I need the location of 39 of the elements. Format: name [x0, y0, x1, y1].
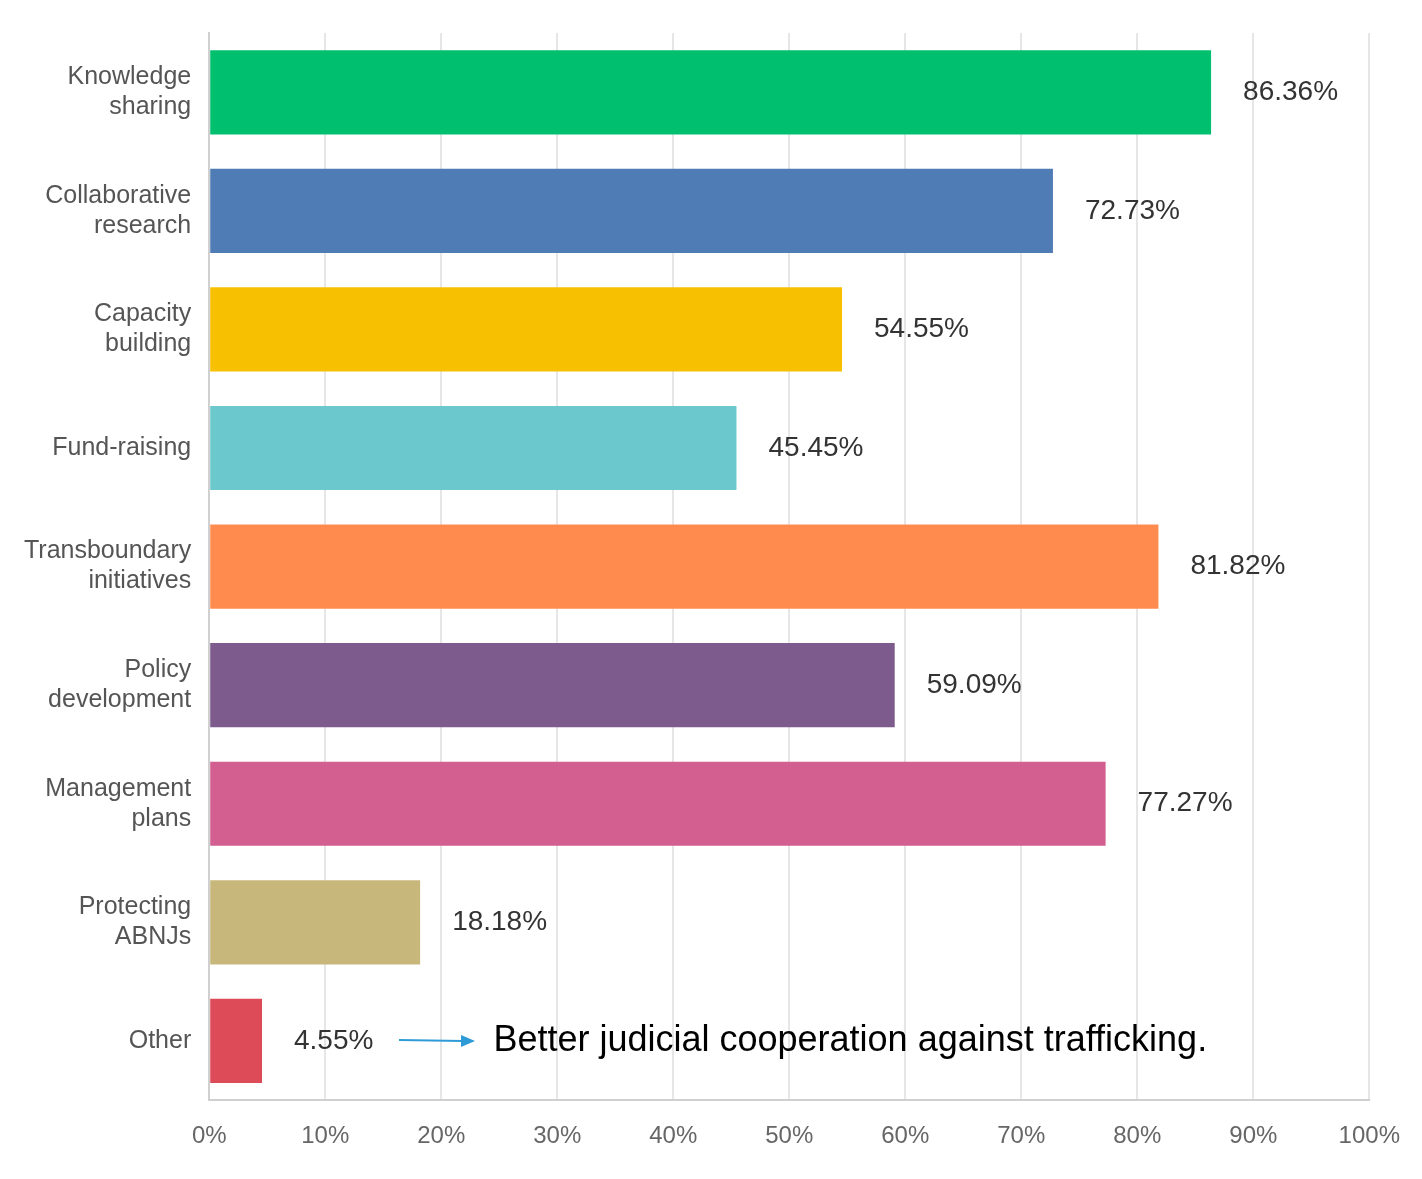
- x-tick-label: 50%: [765, 1121, 814, 1149]
- bar: [210, 50, 1212, 135]
- data-label: 86.36%: [1243, 75, 1339, 107]
- bar: [210, 287, 843, 372]
- bar: [210, 761, 1106, 846]
- annotation: Better judicial cooperation against trafficking.: [493, 1017, 1208, 1059]
- x-tick-label: 40%: [649, 1121, 698, 1149]
- x-tick-label: 60%: [881, 1121, 930, 1149]
- bar: [210, 998, 263, 1084]
- y-tick-label: Transboundary initiatives: [23, 535, 192, 594]
- x-tick-label: 80%: [1113, 1121, 1162, 1149]
- y-tick-label: Capacity building: [93, 298, 192, 357]
- bar: [210, 168, 1053, 253]
- data-label: 54.55%: [874, 312, 970, 344]
- data-label: 45.45%: [768, 430, 864, 462]
- data-label: 72.73%: [1084, 193, 1180, 225]
- data-label: 18.18%: [452, 905, 548, 937]
- y-tick-label: Knowledge sharing: [67, 61, 192, 120]
- y-tick-label: Fund-raising: [52, 431, 192, 460]
- data-label: 81.82%: [1190, 549, 1286, 581]
- y-tick-label: Protecting ABNJs: [78, 891, 192, 950]
- x-tick-label: 100%: [1338, 1121, 1400, 1149]
- y-tick-label: Other: [128, 1024, 192, 1053]
- x-tick-label: 90%: [1229, 1121, 1278, 1149]
- y-tick-label: Policy development: [48, 654, 192, 713]
- x-tick-label: 0%: [191, 1121, 227, 1149]
- data-label: 59.09%: [926, 667, 1022, 699]
- data-label: 4.55%: [294, 1023, 374, 1055]
- bar: [210, 880, 421, 965]
- data-label: 77.27%: [1137, 786, 1233, 818]
- y-tick-label: Management plans: [45, 772, 192, 831]
- bar: [210, 524, 1159, 609]
- x-tick-label: 70%: [997, 1121, 1046, 1149]
- bar: [210, 405, 737, 491]
- bar: [210, 643, 895, 728]
- x-tick-label: 30%: [533, 1121, 582, 1149]
- y-tick-label: Collaborative research: [45, 179, 192, 238]
- x-tick-label: 20%: [417, 1121, 466, 1149]
- x-tick-label: 10%: [301, 1121, 350, 1149]
